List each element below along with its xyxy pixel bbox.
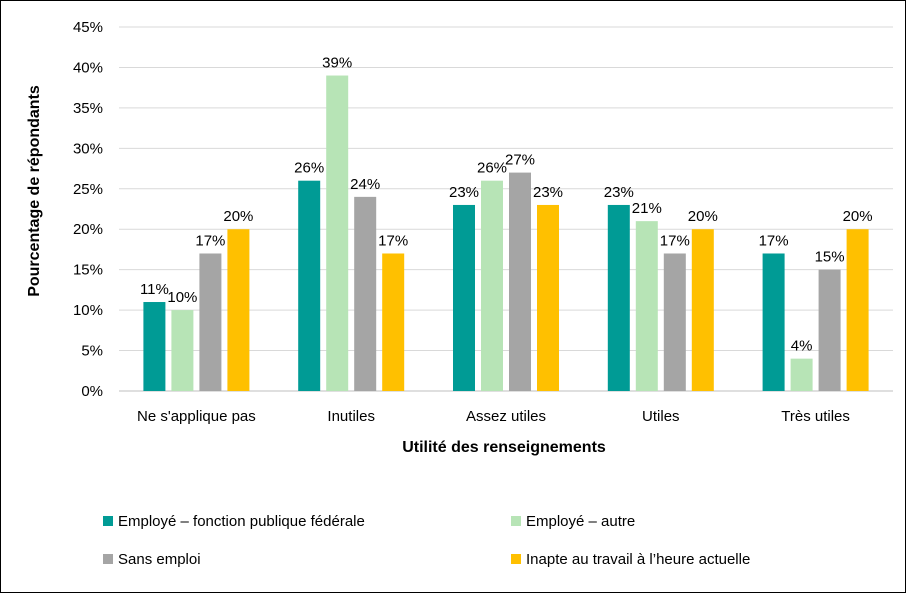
y-tick-label: 10% [73,302,103,319]
data-label: 17% [660,232,690,249]
bar [453,204,475,391]
bar [354,196,377,391]
y-axis-title: Pourcentage de répondants [26,85,43,297]
bar [846,229,869,391]
y-tick-label: 25% [73,181,103,198]
y-tick-label: 0% [81,383,103,400]
legend: Employé – fonction publique fédérale Empl… [103,513,750,568]
data-label: 24% [350,176,380,193]
y-tick-label: 5% [81,343,103,360]
bar [537,204,559,391]
data-label: 17% [378,232,408,249]
x-category-label: Assez utiles [466,408,546,425]
bar [509,172,531,391]
y-tick-label: 40% [73,59,103,76]
y-tick-label: 15% [73,262,103,279]
bar [790,358,813,391]
bar [298,180,321,391]
x-category-label: Ne s'applique pas [137,408,256,425]
bar [762,253,785,391]
y-tick-label: 20% [73,221,103,238]
data-label: 4% [791,338,813,355]
data-label: 17% [195,232,225,249]
x-category-label: Utiles [642,408,680,425]
data-labels: 11%10%17%20%26%39%24%17%23%26%27%23% 23%2… [140,55,873,355]
bar [818,269,841,391]
data-label: 39% [322,55,352,72]
data-label: 10% [167,289,197,306]
x-category-label: Inutiles [327,408,375,425]
data-label: 17% [759,232,789,249]
bar [143,302,166,391]
bar [199,253,222,391]
legend-label: Inapte au travail à l’heure actuelle [526,551,750,568]
bar [481,180,503,391]
bars [143,75,869,392]
bar [635,221,658,391]
bar [227,229,250,391]
bar [691,229,714,391]
bar [326,75,349,392]
y-tick-label: 30% [73,140,103,157]
bar [663,253,686,391]
y-tick-label: 35% [73,100,103,117]
legend-item: Employé – autre [511,513,635,530]
data-label: 21% [632,200,662,217]
y-axis-tick-labels: 0% 5% 10% 15% 20% 25% 30% 35% 40% 45% [73,19,103,400]
data-label: 23% [449,184,479,201]
legend-item: Sans emploi [103,551,201,568]
legend-swatch [103,516,113,526]
data-label: 26% [477,160,507,177]
data-label: 20% [223,208,253,225]
bar [382,253,405,391]
legend-label: Employé – autre [526,513,635,530]
x-category-label: Très utiles [781,408,850,425]
data-label: 11% [140,281,169,298]
bar [607,204,630,391]
data-label: 20% [688,208,718,225]
data-label: 23% [533,184,563,201]
bar [171,310,194,391]
data-label: 27% [505,152,535,169]
legend-swatch [103,554,113,564]
legend-label: Employé – fonction publique fédérale [118,513,365,530]
x-axis-title: Utilité des renseignements [402,439,606,456]
data-label: 20% [843,208,873,225]
y-tick-label: 45% [73,19,103,36]
x-axis-category-labels: Ne s'applique pas Inutiles Assez utiles Uti… [137,408,850,425]
data-label: 26% [294,160,324,177]
data-label: 15% [815,249,845,266]
legend-swatch [511,516,521,526]
legend-swatch [511,554,521,564]
data-label: 23% [604,184,634,201]
legend-item: Inapte au travail à l’heure actuelle [511,551,750,568]
legend-item: Employé – fonction publique fédérale [103,513,365,530]
legend-label: Sans emploi [118,551,201,568]
